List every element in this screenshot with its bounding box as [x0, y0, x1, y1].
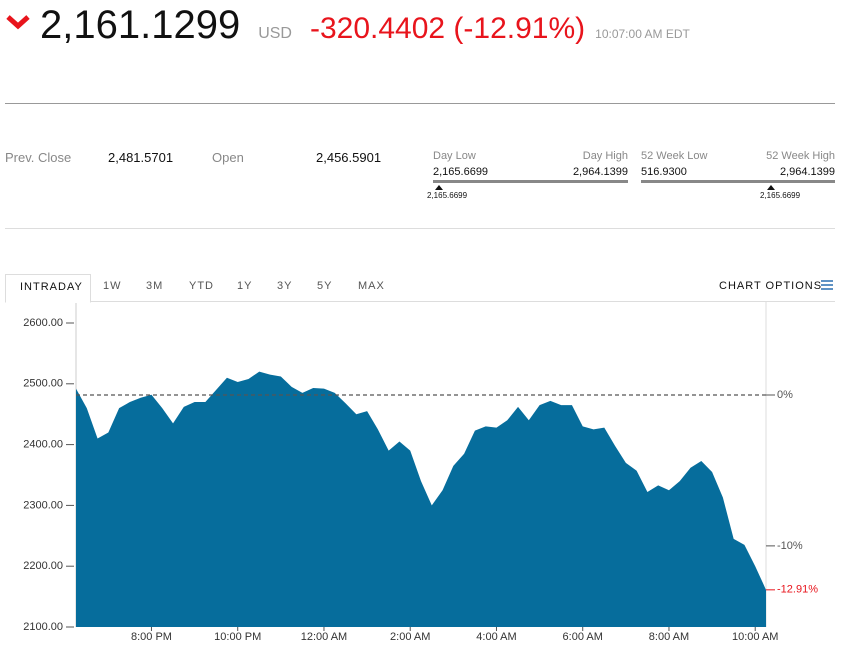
- tab[interactable]: 5Y: [317, 280, 333, 292]
- change: -320.4402 (-12.91%): [309, 12, 586, 45]
- x-tick-label: 2:00 AM: [390, 631, 430, 643]
- divider: [5, 301, 835, 302]
- tab[interactable]: 3M: [146, 280, 164, 292]
- stat-value: 2,456.5901: [316, 150, 382, 165]
- stat-value: 2,165.6699: [433, 166, 489, 178]
- y-tick-label: 2300.00: [23, 499, 63, 511]
- y-tick-label: 2500.00: [23, 378, 63, 390]
- x-tick-label: 10:00 PM: [214, 631, 261, 643]
- range-bar: [433, 180, 628, 183]
- y-tick-label: 2600.00: [23, 317, 63, 329]
- stat-label: Day High: [582, 150, 628, 162]
- range-marker: [435, 185, 443, 190]
- stat-value: 2,481.5701: [108, 150, 174, 165]
- x-tick-label: 10:00 AM: [732, 631, 778, 643]
- x-tick-label: 12:00 AM: [301, 631, 347, 643]
- tab[interactable]: 1W: [103, 280, 122, 292]
- stat-value: 2,964.1399: [779, 166, 835, 178]
- stat-label: 52 Week Low: [641, 150, 708, 162]
- divider: [5, 228, 835, 229]
- stat-label: 52 Week High: [766, 150, 835, 162]
- y-tick-label: 2100.00: [23, 621, 63, 633]
- chart-options[interactable]: CHART OPTIONS: [719, 280, 823, 292]
- stat-label: Prev. Close: [5, 150, 72, 165]
- stat-value: 516.9300: [641, 166, 687, 178]
- y-tick-label: 2200.00: [23, 560, 63, 572]
- stat-value: 2,964.1399: [572, 166, 628, 178]
- price: 2,161.1299: [40, 3, 241, 47]
- currency: USD: [258, 25, 292, 42]
- reference-label: -12.91%: [777, 584, 818, 596]
- range-marker-label: 2,165.6699: [427, 191, 468, 200]
- active-tab[interactable]: [5, 274, 91, 303]
- stat-label: Open: [212, 150, 244, 165]
- range-marker: [767, 185, 775, 190]
- down-arrow: [6, 15, 30, 30]
- menu-icon[interactable]: [821, 280, 833, 290]
- y-tick-label: 2400.00: [23, 439, 63, 451]
- stat-label: Day Low: [433, 150, 476, 162]
- range-bar: [641, 180, 835, 183]
- x-tick-label: 4:00 AM: [476, 631, 516, 643]
- reference-label: 0%: [777, 389, 793, 401]
- x-tick-label: 8:00 AM: [649, 631, 689, 643]
- tab[interactable]: YTD: [189, 280, 214, 292]
- reference-label: -10%: [777, 540, 803, 552]
- range-marker-label: 2,165.6699: [760, 191, 801, 200]
- quote-header: 2,161.1299 USD -320.4402 (-12.91%) 10:07:00…: [40, 2, 690, 57]
- x-tick-label: 8:00 PM: [131, 631, 172, 643]
- tab[interactable]: 1Y: [237, 280, 253, 292]
- tab[interactable]: MAX: [358, 280, 385, 292]
- tab[interactable]: INTRADAY: [20, 281, 83, 293]
- tab[interactable]: 3Y: [277, 280, 293, 292]
- divider: [5, 103, 835, 104]
- time: 10:07:00 AM EDT: [595, 27, 690, 41]
- x-tick-label: 6:00 AM: [563, 631, 603, 643]
- area: [76, 371, 766, 627]
